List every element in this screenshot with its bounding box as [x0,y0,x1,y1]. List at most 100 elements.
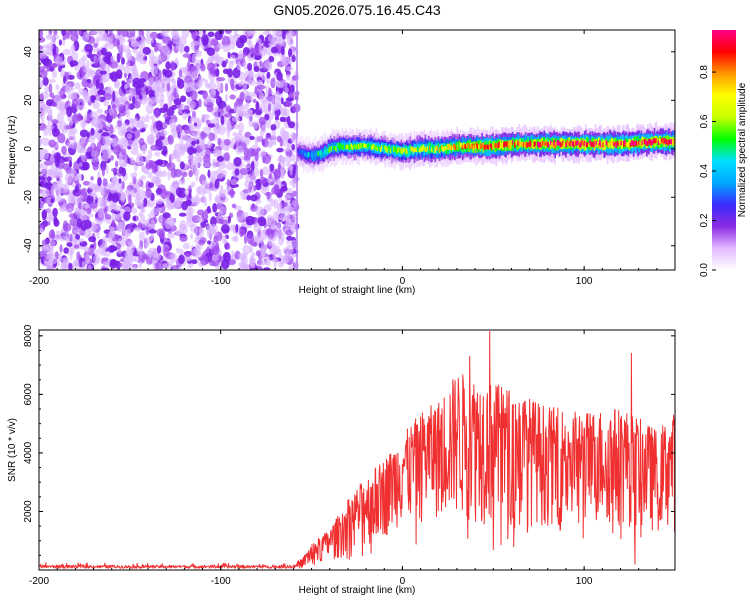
noise-blob [130,41,140,47]
noise-blob [200,63,206,72]
noise-blob [166,82,171,92]
noise-blob [110,155,114,161]
signal-cell [373,144,376,150]
noise-blob [88,136,96,143]
signal-cell [311,152,313,158]
noise-blob [182,242,190,250]
noise-blob [283,253,291,264]
signal-cell [318,150,321,155]
signal-cell [468,144,470,150]
noise-blob [145,188,152,198]
noise-blob [51,119,59,125]
noise-blob [185,199,192,207]
noise-blob [92,101,100,109]
noise-blob [256,84,266,90]
signal-cell [651,140,654,145]
noise-blob [155,139,159,147]
noise-blob [170,60,175,72]
noise-blob [127,240,134,247]
signal-cell [482,142,485,153]
signal-cell [350,143,353,148]
noise-blob [56,154,61,164]
noise-blob [288,58,293,65]
noise-blob [225,146,230,151]
noise-blob [207,140,213,149]
noise-blob [174,197,179,207]
noise-blob [228,60,234,69]
noise-blob [225,93,229,102]
x-tick-label: -200 [29,576,49,587]
noise-blob [41,188,50,197]
signal-cell [485,145,488,150]
signal-cell [343,143,346,149]
signal-cell [599,141,601,150]
noise-blob [187,263,194,269]
noise-blob [101,132,111,137]
noise-blob [215,68,220,77]
noise-blob [168,118,176,129]
noise-blob [264,102,268,113]
noise-blob [227,51,231,59]
noise-blob [48,78,56,84]
noise-blob [119,95,128,103]
noise-blob [145,225,149,236]
noise-blob [191,40,199,46]
noise-blob [233,30,238,35]
noise-blob [202,30,206,35]
noise-blob [113,234,120,240]
signal-cell [417,145,419,151]
noise-blob [103,56,111,63]
noise-blob [198,227,205,234]
signal-cell [406,148,408,154]
noise-blob [101,267,110,270]
signal-cell [387,146,390,151]
noise-blob [220,142,226,149]
noise-blob [111,138,118,148]
noise-blob [167,170,171,181]
signal-cell [358,144,360,150]
noise-blob [211,254,219,262]
signal-cell [434,147,437,153]
noise-blob [215,168,225,179]
noise-blob [292,153,296,163]
signal-cell [314,152,317,157]
noise-blob [277,37,285,47]
noise-blob [146,30,151,40]
noise-blob [178,212,187,217]
noise-blob [119,262,123,267]
signal-cell [306,152,309,158]
signal-cell [460,143,463,148]
noise-blob [69,249,73,261]
noise-blob [48,168,53,175]
noise-blob [191,31,197,40]
noise-blob [204,181,210,188]
noise-blob [125,188,130,198]
noise-blob [272,251,277,261]
noise-blob [208,191,212,202]
noise-blob [101,166,105,177]
noise-blob [172,188,177,194]
signal-cell [470,142,473,149]
signal-cell [418,144,420,153]
noise-blob [238,81,243,87]
noise-blob [148,229,157,234]
signal-cell [576,140,578,146]
signal-cell [642,141,645,146]
noise-blob [273,169,282,179]
noise-blob [280,97,284,105]
signal-cell [568,142,571,147]
noise-blob [187,145,195,155]
signal-cell [503,141,505,148]
signal-cell [363,143,366,148]
signal-cell [671,139,673,145]
signal-cell [636,142,638,147]
noise-blob [248,118,254,128]
noise-blob [266,71,271,79]
noise-blob [261,76,267,81]
noise-blob [207,169,211,178]
noise-blob [163,246,170,257]
noise-blob [155,199,163,205]
noise-blob [49,154,55,164]
noise-blob [39,59,42,67]
